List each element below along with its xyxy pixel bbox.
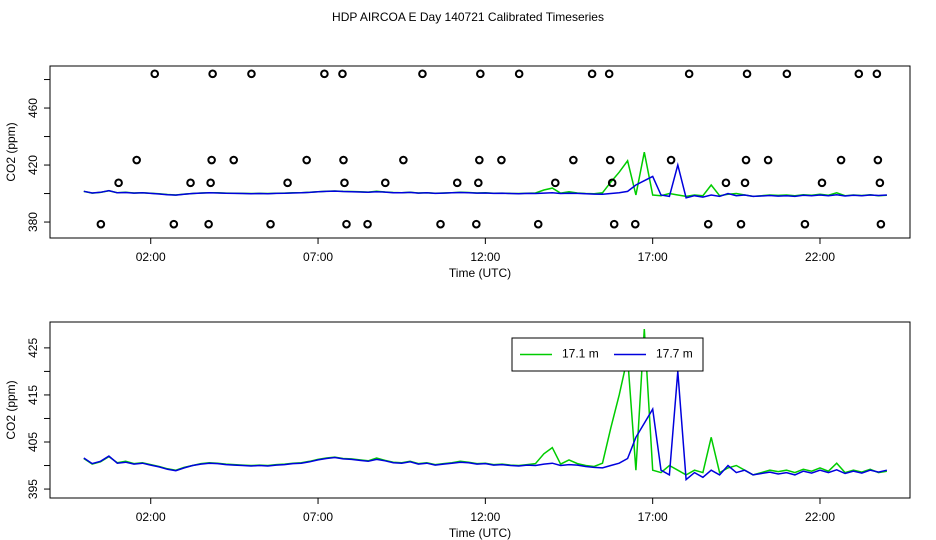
calibration-point (763, 155, 773, 165)
x-axis-label: Time (UTC) (449, 526, 511, 540)
y-axis-label: CO2 (ppm) (4, 380, 18, 439)
x-tick-label: 02:00 (136, 510, 166, 524)
series-line (83, 329, 888, 476)
calibration-point (630, 219, 640, 229)
y-tick-label: 425 (26, 338, 40, 358)
calibration-point (204, 219, 213, 229)
calibration-point (340, 178, 349, 188)
x-tick-label: 22:00 (805, 510, 835, 524)
series-line (83, 371, 888, 482)
calibration-point (604, 69, 614, 79)
y-tick-label: 380 (26, 212, 40, 232)
calibration-point (836, 155, 846, 165)
calibration-point (854, 69, 864, 79)
calibration-point (666, 155, 676, 165)
calibration-point (514, 69, 524, 79)
calibration-point (207, 155, 216, 165)
calibration-point (474, 178, 483, 188)
calibration-point (533, 219, 543, 229)
calibration-point (186, 178, 195, 188)
calibration-point (609, 219, 619, 229)
calibration-point (684, 69, 694, 79)
calibration-point (476, 69, 485, 79)
calibration-point (569, 155, 578, 165)
x-tick-label: 07:00 (303, 250, 333, 264)
x-axis-label: Time (UTC) (449, 266, 511, 280)
x-tick-label: 12:00 (470, 510, 500, 524)
calibration-point (736, 219, 746, 229)
calibration-point (872, 69, 882, 79)
series-line (83, 152, 887, 198)
legend-label: 17.1 m (562, 347, 599, 361)
calibration-point (302, 155, 311, 165)
calibration-point (380, 178, 390, 188)
calibration-point (169, 219, 179, 229)
x-tick-label: 17:00 (638, 250, 668, 264)
calibration-point (800, 219, 810, 229)
calibration-point (342, 219, 351, 229)
calibration-point (266, 219, 275, 229)
y-tick-label: 415 (26, 385, 40, 405)
chart-title: HDP AIRCOA E Day 140721 Calibrated Times… (332, 10, 604, 24)
calibration-point (208, 69, 217, 79)
calibration-point (114, 178, 123, 188)
calibration-point (96, 219, 106, 229)
y-tick-label: 420 (26, 155, 40, 175)
y-axis-label: CO2 (ppm) (4, 122, 18, 181)
calibration-point (436, 219, 445, 229)
x-tick-label: 22:00 (805, 250, 835, 264)
calibration-point (782, 69, 792, 79)
calibration-point (229, 155, 239, 165)
calibration-point (475, 155, 484, 165)
calibration-point (283, 178, 292, 188)
plot-frame (49, 65, 911, 239)
x-tick-label: 12:00 (470, 250, 500, 264)
calibration-point (247, 69, 256, 79)
calibration-point (742, 69, 752, 79)
calibration-point (339, 155, 348, 165)
calibration-point (206, 178, 215, 188)
calibration-point (363, 219, 372, 229)
x-tick-label: 07:00 (303, 510, 333, 524)
x-tick-label: 17:00 (638, 510, 668, 524)
calibration-point (472, 219, 481, 229)
calibration-point (605, 155, 615, 165)
y-tick-label: 405 (26, 432, 40, 452)
calibration-point (741, 155, 751, 165)
calibration-point (875, 178, 885, 188)
calibration-point (452, 178, 462, 188)
calibration-point (587, 69, 597, 79)
series-line (83, 162, 887, 199)
calibration-point (607, 178, 617, 188)
calibration-point (150, 69, 160, 79)
calibration-point (740, 178, 750, 188)
calibration-point (132, 155, 141, 165)
plot-frame (49, 321, 911, 499)
calibration-point (721, 178, 731, 188)
calibration-point (876, 219, 886, 229)
calibration-point (550, 178, 560, 188)
y-tick-label: 460 (26, 98, 40, 118)
y-tick-label: 395 (26, 479, 40, 499)
calibration-point (497, 155, 506, 165)
calibration-point (873, 155, 883, 165)
calibration-point (817, 178, 827, 188)
calibration-point (320, 69, 329, 79)
calibration-point (703, 219, 713, 229)
x-tick-label: 02:00 (136, 250, 166, 264)
calibration-point (338, 69, 347, 79)
calibration-point (399, 155, 408, 165)
legend-label: 17.7 m (656, 347, 693, 361)
calibration-point (418, 69, 427, 79)
